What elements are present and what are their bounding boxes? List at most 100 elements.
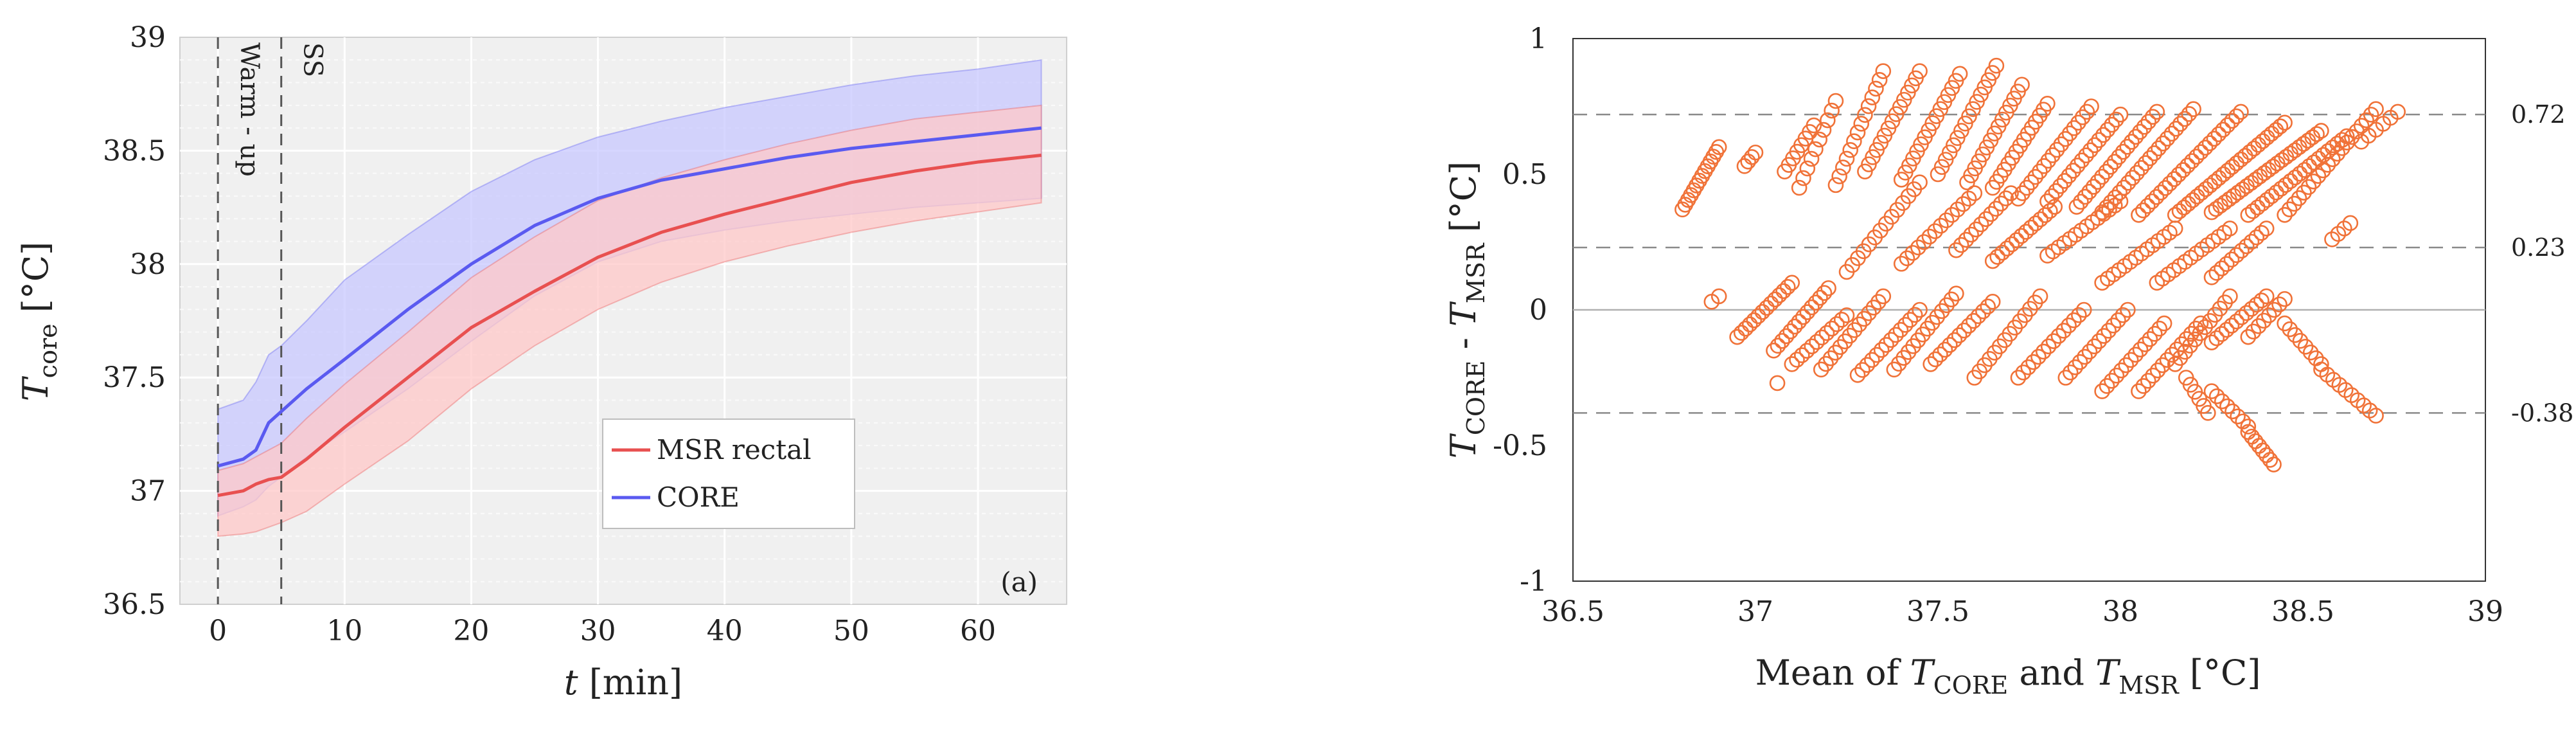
data-point [1912, 302, 1928, 318]
data-point [2184, 153, 2200, 169]
data-point [2224, 113, 2240, 129]
data-point [2363, 107, 2379, 123]
right-x-axis-label: Mean of TCORE and TMSR [°C] [1755, 652, 2261, 699]
data-point [1835, 159, 1851, 176]
data-point [1710, 288, 1727, 305]
left-ylabel-var: T [15, 375, 56, 401]
data-point [2219, 117, 2235, 134]
data-point [2201, 135, 2218, 152]
right-xlabel-mid: and [2008, 652, 2095, 693]
data-point [2248, 229, 2265, 246]
data-point [1827, 177, 1844, 194]
data-point [2325, 151, 2341, 167]
data-point [2098, 163, 2115, 180]
data-point [2228, 108, 2244, 125]
data-point [1953, 237, 1969, 253]
data-point [2147, 326, 2163, 342]
data-point [2281, 201, 2298, 217]
reference-line-label: 0.72 [2511, 100, 2566, 129]
data-point [2047, 199, 2063, 215]
data-point [2127, 129, 2144, 145]
data-point [2039, 95, 2056, 112]
data-point [1951, 327, 1968, 343]
data-point [2163, 125, 2180, 142]
data-point [1822, 350, 1839, 366]
data-point [2215, 122, 2232, 138]
data-point [2003, 236, 2020, 253]
data-point [2300, 179, 2317, 195]
data-point [1789, 352, 1805, 368]
data-point [1905, 245, 1921, 261]
data-point [2282, 321, 2298, 338]
data-point [2108, 111, 2124, 128]
data-point [2240, 419, 2257, 435]
data-point [2133, 160, 2149, 176]
data-point [2208, 388, 2225, 404]
data-point [2023, 174, 2039, 190]
left-x-tick-label: 40 [707, 615, 743, 647]
data-point [2094, 168, 2110, 185]
data-point [2261, 307, 2277, 323]
data-point [2159, 352, 2176, 368]
data-point [1737, 320, 1754, 337]
data-point [2151, 320, 2168, 337]
data-point [1923, 356, 1939, 372]
data-point [2390, 104, 2406, 120]
data-point [2077, 348, 2093, 365]
data-point [2122, 352, 2139, 368]
data-point [1759, 300, 1775, 316]
data-point [2068, 199, 2085, 215]
data-point [1829, 316, 1845, 332]
data-point [2037, 207, 2054, 223]
data-point [1842, 327, 1858, 344]
data-point [1803, 150, 1820, 167]
data-point [2258, 288, 2275, 305]
data-point [2040, 152, 2057, 169]
data-point [1733, 325, 1750, 341]
data-point [2230, 408, 2246, 425]
left-lines [217, 126, 1042, 498]
data-point [2082, 142, 2099, 159]
data-point [2091, 333, 2108, 349]
data-point [1970, 308, 1987, 325]
left-x-tick-label: 0 [209, 615, 227, 647]
left-x-axis-label: t [min] [564, 662, 682, 703]
data-point [2120, 174, 2136, 191]
data-point [2048, 141, 2065, 158]
data-point [2052, 178, 2068, 194]
left-y-tick-label: 39 [130, 21, 166, 54]
reference-line-label: -0.38 [2511, 399, 2573, 427]
data-point [1799, 343, 1815, 359]
data-point [2020, 359, 2036, 375]
data-point [2310, 168, 2327, 184]
data-point [2056, 173, 2073, 189]
data-point [2124, 134, 2140, 150]
data-point [2181, 106, 2198, 122]
data-point [1878, 337, 1894, 353]
data-point [2176, 111, 2193, 127]
data-point [2149, 104, 2165, 120]
data-point [2042, 203, 2058, 219]
data-point [2032, 163, 2048, 180]
data-point [2131, 206, 2147, 223]
data-point [1859, 357, 1876, 373]
data-point [1741, 316, 1758, 333]
data-point [1955, 196, 1971, 212]
data-point [1813, 361, 1829, 378]
data-point [1791, 314, 1808, 330]
data-point [2102, 194, 2119, 211]
data-point [2172, 116, 2189, 132]
data-point [2045, 333, 2062, 349]
data-point [2081, 184, 2097, 200]
data-point [2305, 174, 2322, 190]
data-point [1766, 342, 1782, 359]
left-y-tick-label: 38.5 [103, 134, 166, 167]
data-point [1906, 307, 1923, 323]
data-point [1786, 318, 1803, 335]
data-point [1883, 332, 1899, 348]
data-point [2066, 312, 2082, 328]
data-point [2110, 312, 2126, 328]
data-point [2167, 221, 2183, 237]
data-point [1888, 327, 1904, 343]
band-msr-rectal [217, 104, 1042, 537]
